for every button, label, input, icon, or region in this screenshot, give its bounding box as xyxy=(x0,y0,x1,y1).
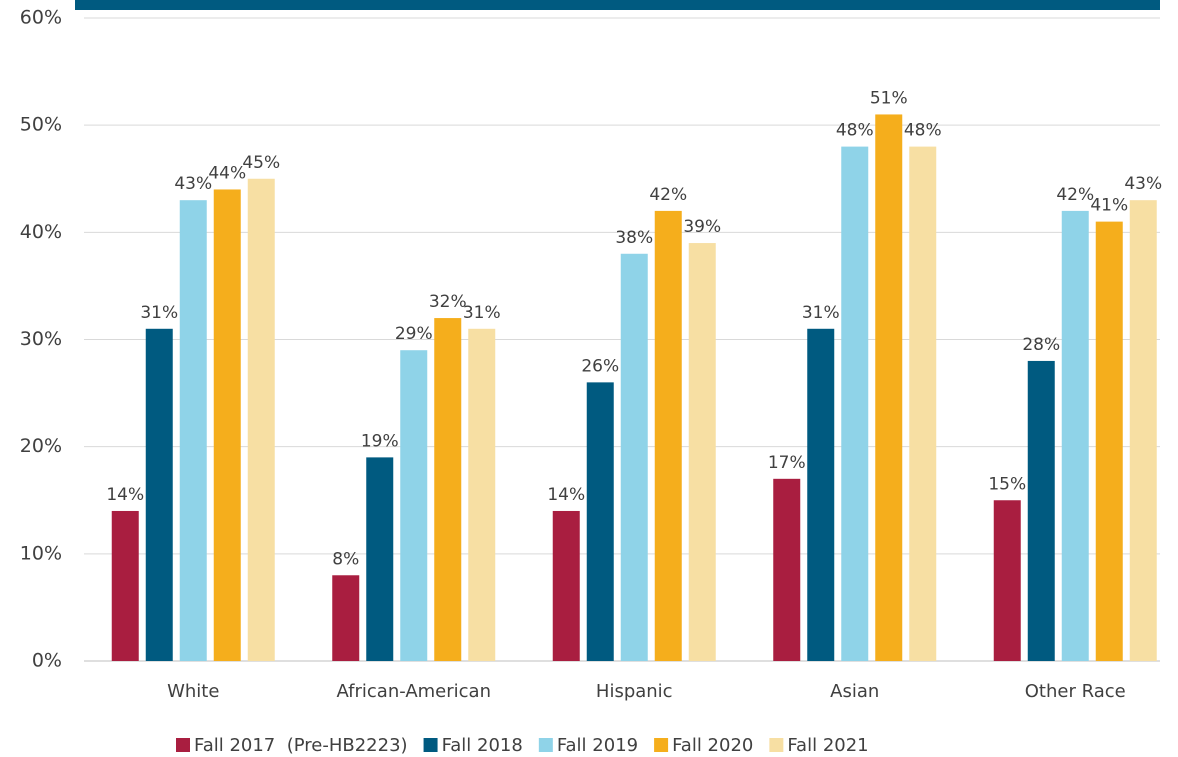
bar xyxy=(145,328,173,661)
value-label: 31% xyxy=(140,303,178,323)
value-label: 43% xyxy=(174,174,212,194)
bar xyxy=(586,382,614,661)
y-tick-label: 0% xyxy=(32,650,62,672)
value-label: 17% xyxy=(768,453,806,473)
bar xyxy=(620,253,648,661)
value-label: 31% xyxy=(802,303,840,323)
legend-swatch xyxy=(538,738,553,752)
x-tick-label: Other Race xyxy=(1025,681,1126,702)
bar xyxy=(773,478,801,661)
bar xyxy=(111,510,139,661)
value-label: 41% xyxy=(1090,196,1128,216)
value-label: 39% xyxy=(683,217,721,237)
value-label: 48% xyxy=(836,121,874,141)
y-tick-label: 30% xyxy=(20,328,62,350)
value-label: 38% xyxy=(615,228,653,248)
legend-label: Fall 2018 xyxy=(442,735,523,756)
header-band xyxy=(75,0,1160,10)
value-label: 31% xyxy=(463,303,501,323)
legend-swatch xyxy=(423,738,438,752)
value-label: 42% xyxy=(649,185,687,205)
bar xyxy=(909,146,937,662)
value-label: 15% xyxy=(988,474,1026,494)
bar xyxy=(875,114,903,661)
y-tick-label: 20% xyxy=(20,435,62,457)
y-tick-label: 40% xyxy=(20,221,62,243)
legend-swatch xyxy=(654,738,669,752)
bar xyxy=(468,328,496,661)
value-label: 42% xyxy=(1056,185,1094,205)
bar xyxy=(654,210,682,661)
bar xyxy=(332,575,360,661)
bar xyxy=(1095,221,1123,661)
legend-label: Fall 2020 xyxy=(672,735,753,756)
y-tick-label: 10% xyxy=(20,542,62,564)
x-tick-label: Hispanic xyxy=(596,681,673,702)
bar xyxy=(434,318,462,661)
legend-swatch xyxy=(176,738,190,752)
bar xyxy=(841,146,869,662)
bar xyxy=(213,189,241,661)
legend-label: Fall 2017 (Pre-HB2223) xyxy=(194,735,408,756)
bar xyxy=(1061,210,1089,661)
value-label: 19% xyxy=(361,431,399,451)
bar xyxy=(1027,360,1055,661)
legend-swatch xyxy=(769,738,784,752)
x-tick-label: White xyxy=(167,681,219,702)
bar xyxy=(247,178,275,661)
x-tick-label: African-American xyxy=(336,681,491,702)
bar xyxy=(993,500,1021,661)
bar xyxy=(807,328,835,661)
legend-label: Fall 2021 xyxy=(787,735,868,756)
value-label: 32% xyxy=(429,292,467,312)
value-label: 14% xyxy=(547,485,585,505)
value-label: 51% xyxy=(870,88,908,108)
bar xyxy=(1129,200,1157,661)
y-tick-label: 60% xyxy=(20,7,62,29)
value-label: 26% xyxy=(581,356,619,376)
value-label: 45% xyxy=(242,153,280,173)
value-label: 44% xyxy=(208,163,246,183)
legend-label: Fall 2019 xyxy=(557,735,638,756)
x-tick-label: Asian xyxy=(830,681,879,702)
value-label: 43% xyxy=(1124,174,1162,194)
bar xyxy=(400,350,428,661)
value-label: 28% xyxy=(1022,335,1060,355)
bar xyxy=(552,510,580,661)
value-label: 48% xyxy=(904,121,942,141)
bar xyxy=(366,457,394,661)
bar xyxy=(179,200,207,661)
value-label: 8% xyxy=(332,549,359,569)
value-label: 29% xyxy=(395,324,433,344)
value-label: 14% xyxy=(106,485,144,505)
bar xyxy=(688,243,716,662)
y-tick-label: 50% xyxy=(20,114,62,136)
